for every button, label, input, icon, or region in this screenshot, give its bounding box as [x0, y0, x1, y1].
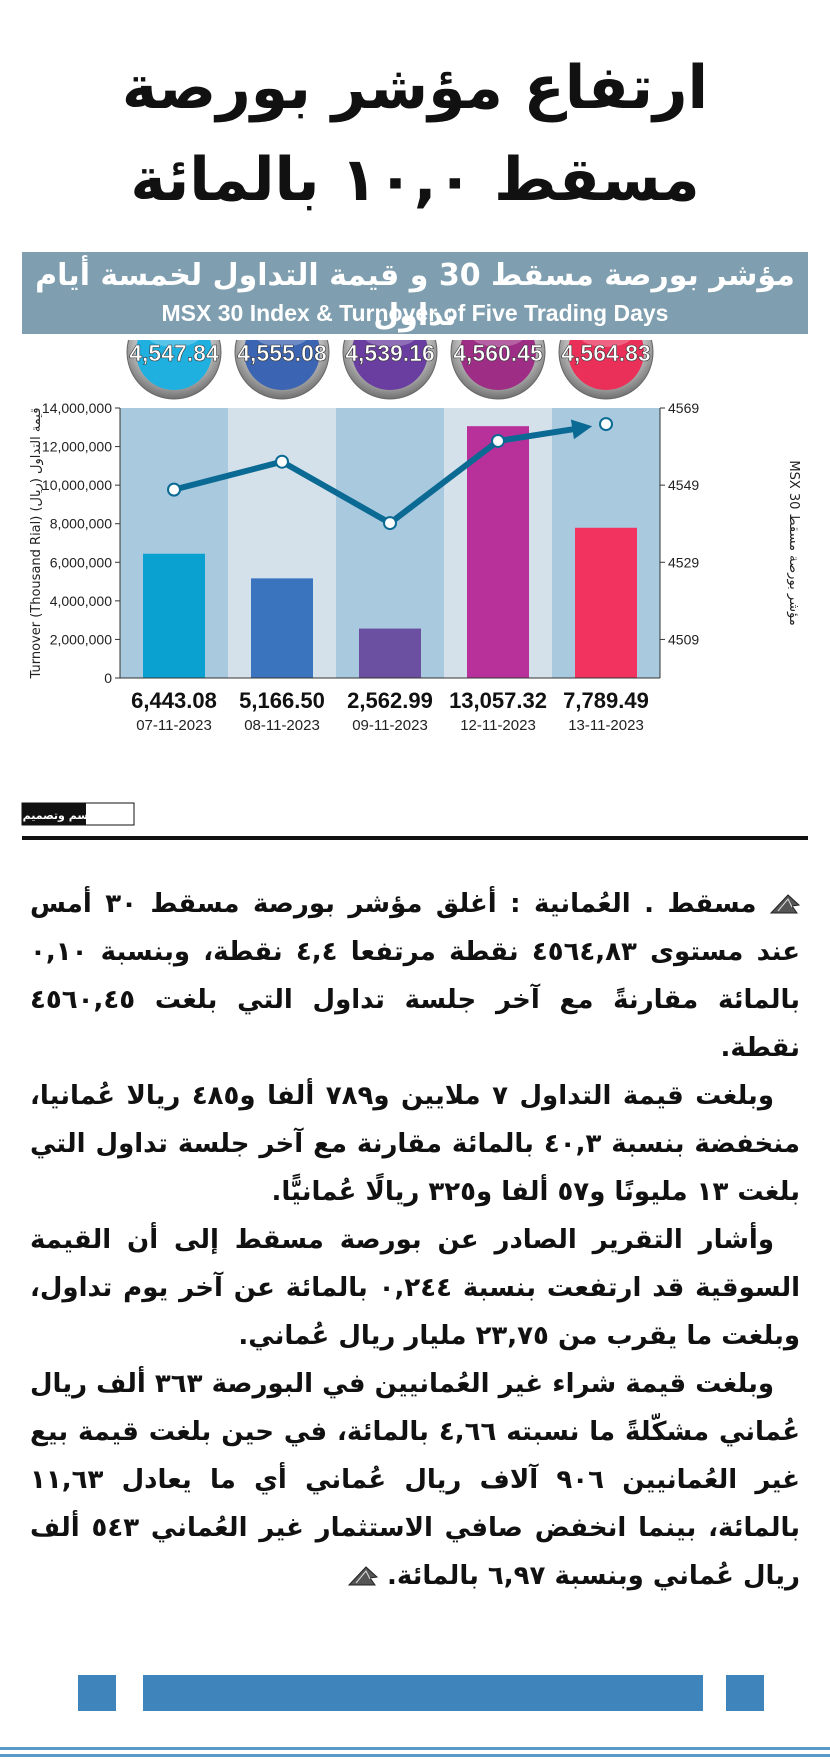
index-bubble-label: 4,564.83	[561, 340, 651, 366]
index-bubble	[244, 340, 320, 390]
headline-line-1: ارتفاع مؤشر بورصة	[121, 53, 709, 123]
index-bubble-label: 4,539.16	[345, 340, 435, 366]
index-bubble-shine	[365, 340, 415, 347]
index-bubble-label: 4,555.08	[237, 340, 327, 366]
index-line-segment	[497, 424, 583, 444]
bar-value-label: 5,166.50	[239, 688, 325, 713]
left-tick-label: 10,000,000	[42, 477, 112, 493]
index-line	[167, 417, 613, 531]
index-bubble	[568, 340, 644, 390]
left-axis-title: Turnover (Thousand Rial) قيمة التداول (ر…	[29, 408, 44, 680]
turnover-bars	[143, 426, 637, 678]
turnover-bar	[359, 628, 421, 678]
turnover-bar	[467, 426, 529, 678]
index-bubble	[460, 340, 536, 390]
turnover-bar	[251, 578, 313, 678]
index-bubble-label: 4,560.45	[453, 340, 543, 366]
bar-value-label: 13,057.32	[449, 688, 547, 713]
footer-stripe-1	[0, 1747, 830, 1750]
article: مسقط . العُمانية : أغلق مؤشر بورصة مسقط …	[30, 880, 800, 1600]
index-point	[599, 417, 613, 432]
article-paragraph-1: مسقط . العُمانية : أغلق مؤشر بورصة مسقط …	[30, 880, 800, 1072]
index-point	[383, 516, 397, 531]
wing-ornament-icon	[769, 894, 800, 914]
index-bubble	[136, 340, 212, 390]
turnover-bar	[143, 553, 205, 678]
wing-ornament-end-icon	[347, 1566, 378, 1586]
left-tick-label: 4,000,000	[50, 593, 112, 609]
date-label: 13-11-2023	[568, 717, 644, 734]
index-bubble-label: 4,547.84	[129, 340, 219, 366]
bar-value-label: 6,443.08	[131, 688, 217, 713]
right-axis-title: MSX 30 مؤشر بورصة مسقط	[786, 460, 801, 625]
left-tick-label: 12,000,000	[42, 439, 112, 455]
chart-title-arabic: مؤشر بورصة مسقط 30 و قيمة التداول لخمسة …	[35, 258, 795, 333]
index-point	[167, 482, 181, 497]
footer-bar-left	[78, 1675, 116, 1711]
turnover-bar	[575, 527, 637, 678]
bar-value-label: 2,562.99	[347, 688, 433, 713]
article-paragraph-3: وأشار التقرير الصادر عن بورصة مسقط إلى أ…	[30, 1225, 801, 1351]
footer-bar-right	[726, 1675, 764, 1711]
left-tick-label: 14,000,000	[42, 400, 112, 416]
index-bubble-shine	[473, 340, 523, 347]
chart-bottom-rule	[22, 836, 808, 840]
index-line-path	[173, 438, 500, 527]
chart-title-english: MSX 30 Index & Turnover of Five Trading …	[161, 300, 669, 326]
left-tick-label: 0	[104, 670, 112, 686]
left-tick-label: 2,000,000	[50, 631, 112, 647]
date-label: 07-11-2023	[136, 717, 212, 734]
left-tick-label: 8,000,000	[50, 516, 112, 532]
data-labels: 6,443.08 07-11-2023 5,166.50 08-11-2023 2,56…	[131, 688, 649, 734]
index-bubble-shine	[581, 340, 631, 347]
footer-stripe-2	[0, 1754, 830, 1757]
axes: 0 2,000,000 4,000,000 6,000,000 8,000,000 10,…	[29, 400, 801, 686]
chart: 4,547.84 4,555.08 4,539.16 4,560.45 4,564.83…	[21, 340, 808, 840]
date-label: 09-11-2023	[352, 717, 428, 734]
left-tick-label: 6,000,000	[50, 554, 112, 570]
article-paragraph-1-text: أغلق مؤشر بورصة مسقط ٣٠ أمس عند مستوى ٤٥…	[30, 889, 800, 1063]
right-tick-label: 4509	[668, 631, 699, 647]
article-paragraph-4: وبلغت قيمة شراء غير العُمانيين في البورص…	[30, 1360, 800, 1600]
credit-logo: الوطن رسم وتصميم	[21, 802, 135, 826]
index-line-arrowhead	[570, 419, 593, 440]
index-point	[275, 454, 289, 469]
index-point	[491, 433, 505, 448]
index-bubble-shine	[149, 340, 199, 347]
article-paragraph-2: وبلغت قيمة التداول ٧ ملايين و٧٨٩ ألفا و٤…	[30, 1081, 800, 1207]
date-label: 08-11-2023	[244, 717, 320, 734]
index-bubble	[352, 340, 428, 390]
article-dateline: مسقط . العُمانية :	[510, 889, 757, 919]
bar-value-label: 7,789.49	[563, 688, 649, 713]
credit-text: الوطن رسم وتصميم	[23, 809, 134, 822]
right-tick-label: 4549	[668, 477, 699, 493]
footer-bar-center	[143, 1675, 703, 1711]
date-label: 12-11-2023	[460, 717, 536, 734]
article-paragraph-4-text: وبلغت قيمة شراء غير العُمانيين في البورص…	[30, 1369, 801, 1591]
right-tick-label: 4529	[668, 554, 699, 570]
index-bubbles: 4,547.84 4,555.08 4,539.16 4,560.45 4,564.83	[126, 340, 654, 400]
index-bubble-shine	[257, 340, 307, 347]
right-tick-label: 4569	[668, 400, 699, 416]
headline-line-2: مسقط ١٠,٠ بالمائة	[130, 145, 700, 215]
chart-title-bar: مؤشر بورصة مسقط 30 و قيمة التداول لخمسة …	[22, 252, 808, 334]
